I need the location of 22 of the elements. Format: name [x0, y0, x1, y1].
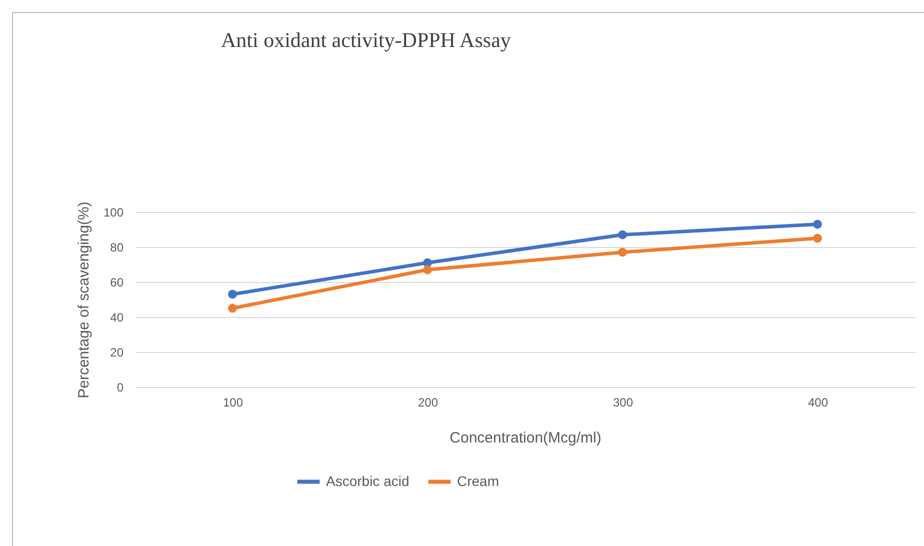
- x-tick-label: 400: [808, 396, 828, 410]
- point: [228, 290, 237, 299]
- y-tick-label: 20: [110, 346, 124, 360]
- y-axis-title: Percentage of scavenging(%): [75, 202, 92, 398]
- x-tick-label: 300: [612, 396, 634, 410]
- point: [423, 265, 432, 274]
- x-tick-label: 200: [418, 396, 438, 410]
- point: [618, 230, 627, 240]
- legend-label: Cream: [457, 472, 500, 489]
- point: [228, 304, 237, 313]
- y-tick-label: 100: [103, 206, 124, 220]
- x-tick-label: 100: [222, 396, 244, 410]
- chart-title: Anti oxidant activity-DPPH Assay: [220, 28, 512, 52]
- y-tick-label: 40: [110, 310, 124, 324]
- point: [618, 248, 627, 257]
- legend-label: Ascorbic acid: [326, 472, 410, 489]
- point: [813, 220, 822, 229]
- y-tick-label: 60: [110, 276, 124, 290]
- y-tick-label: 0: [116, 380, 124, 394]
- point: [813, 234, 822, 243]
- x-axis-title: Concentration(Mcg/ml): [450, 430, 602, 446]
- y-tick-label: 80: [110, 240, 124, 254]
